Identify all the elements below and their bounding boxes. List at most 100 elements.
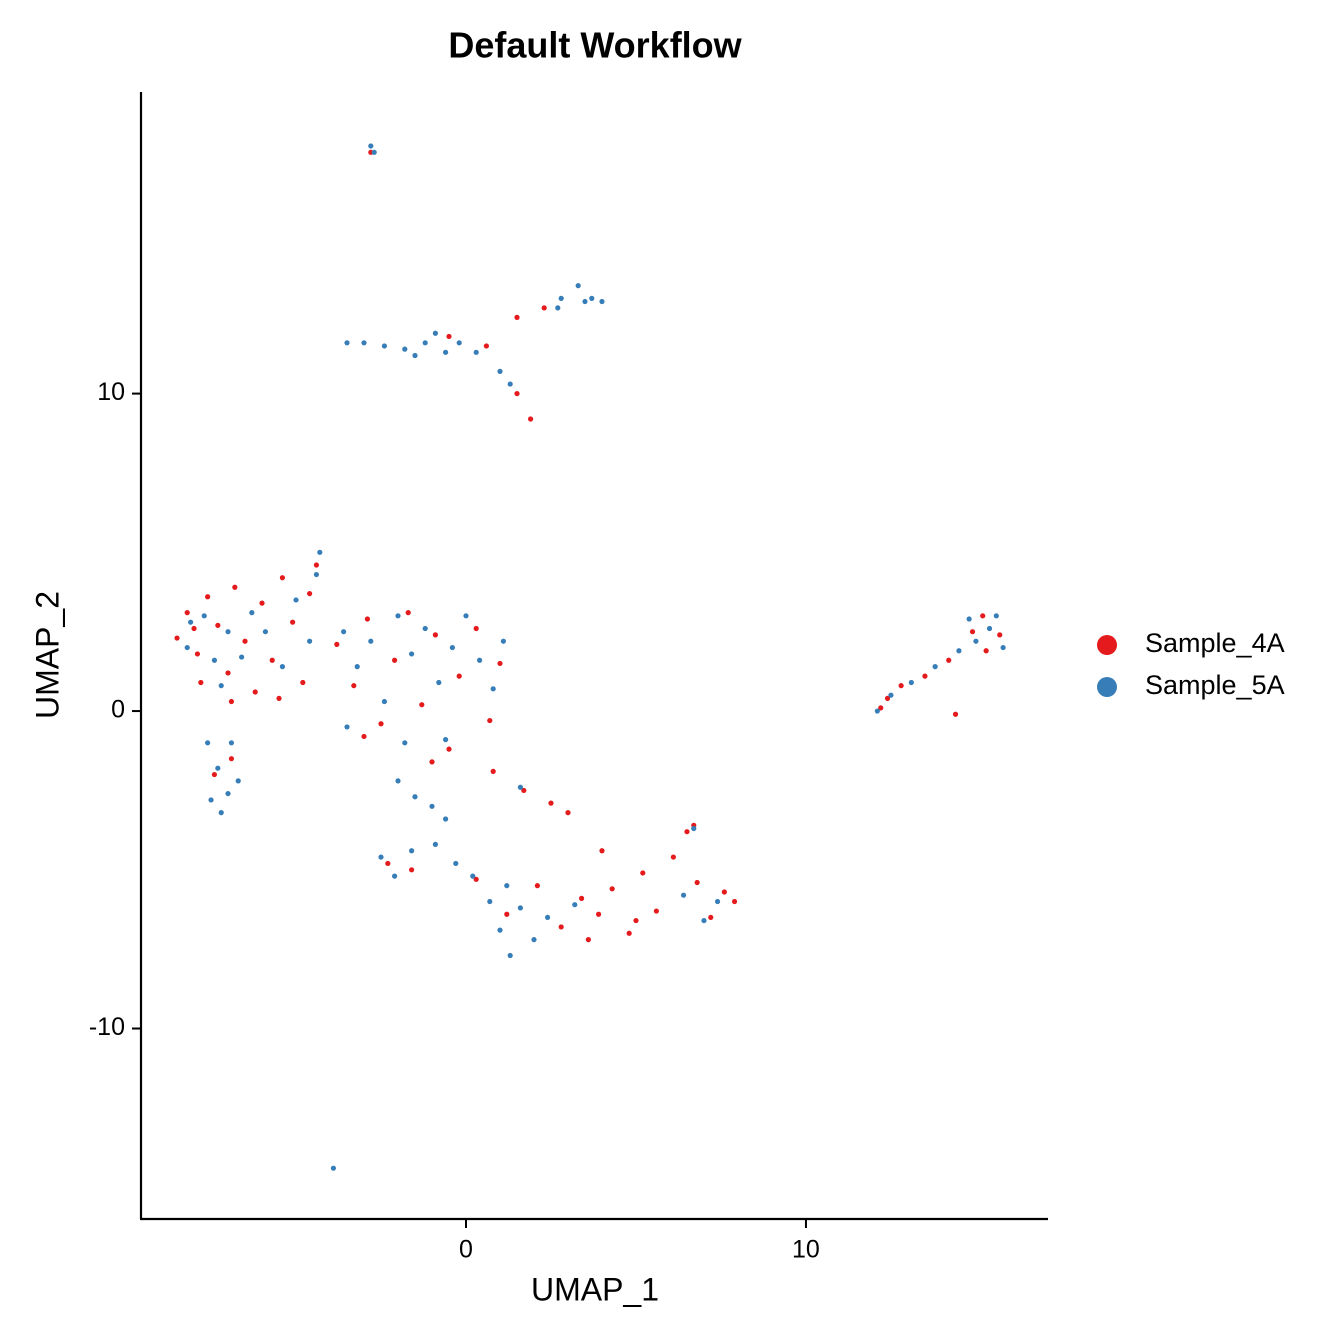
point (497, 927, 503, 933)
point (684, 829, 690, 835)
point (188, 619, 194, 625)
point (504, 911, 510, 917)
point (290, 619, 296, 625)
point (279, 575, 286, 581)
point (884, 695, 891, 701)
point (497, 660, 503, 667)
x-axis-title: UMAP_1 (531, 1271, 659, 1307)
point (453, 860, 459, 867)
point (585, 937, 591, 943)
point (395, 613, 401, 619)
point (432, 841, 439, 847)
point (354, 664, 360, 670)
point (364, 616, 371, 622)
point (235, 778, 241, 784)
point (225, 629, 231, 635)
point (225, 790, 231, 797)
point (317, 549, 323, 555)
point (429, 759, 435, 765)
point (680, 892, 687, 898)
y-axis-title: UMAP_2 (29, 591, 65, 719)
point (670, 854, 676, 860)
point (599, 298, 605, 305)
point (473, 625, 479, 632)
point (228, 698, 235, 705)
point (980, 613, 986, 619)
point (500, 638, 506, 644)
point (385, 860, 391, 867)
point (300, 679, 306, 686)
point (983, 648, 989, 654)
point (626, 930, 632, 936)
point (252, 689, 258, 695)
point (402, 740, 408, 746)
point (578, 895, 585, 901)
point (544, 914, 551, 921)
point (878, 705, 884, 711)
point (531, 937, 537, 943)
point (456, 673, 462, 679)
point (269, 657, 275, 663)
point (432, 330, 439, 336)
point (449, 644, 455, 651)
point (211, 771, 218, 778)
point (476, 657, 483, 663)
point (575, 283, 581, 289)
point (307, 638, 313, 644)
point (276, 695, 282, 701)
point (198, 679, 204, 686)
point (908, 679, 914, 686)
point (463, 613, 469, 619)
point (259, 600, 265, 606)
point (483, 343, 489, 349)
point (392, 873, 398, 879)
point (874, 708, 880, 714)
point (490, 686, 496, 692)
chart-title: Default Workflow (448, 25, 742, 66)
point (572, 902, 578, 908)
points (174, 143, 1006, 1171)
point (361, 340, 367, 346)
point (1000, 644, 1006, 651)
point (640, 870, 646, 876)
point (371, 149, 377, 155)
point (368, 638, 374, 644)
point (993, 613, 999, 619)
point (218, 683, 224, 689)
point (201, 613, 207, 619)
point (412, 352, 418, 359)
point (888, 692, 894, 698)
point (946, 657, 952, 663)
point (409, 848, 415, 854)
point (548, 800, 554, 806)
point (351, 683, 357, 689)
point (952, 711, 959, 717)
point (898, 683, 904, 689)
point (422, 625, 428, 632)
x-tick-label: 10 (792, 1236, 820, 1264)
point (392, 657, 398, 663)
point (334, 641, 340, 647)
point (293, 597, 299, 603)
point (368, 143, 374, 149)
point (381, 698, 388, 705)
point (446, 746, 452, 752)
point (534, 883, 540, 889)
point (442, 737, 449, 743)
point (184, 644, 190, 651)
point (191, 625, 197, 632)
point (473, 349, 479, 355)
point (419, 702, 425, 708)
point (721, 889, 727, 895)
legend-swatch (1097, 635, 1117, 655)
point (969, 629, 976, 635)
point (313, 571, 320, 578)
point (565, 810, 571, 816)
point (279, 664, 286, 670)
point (344, 340, 350, 346)
point (517, 784, 523, 790)
point (487, 898, 493, 905)
point (555, 305, 561, 311)
point (409, 651, 415, 657)
point (504, 883, 510, 889)
